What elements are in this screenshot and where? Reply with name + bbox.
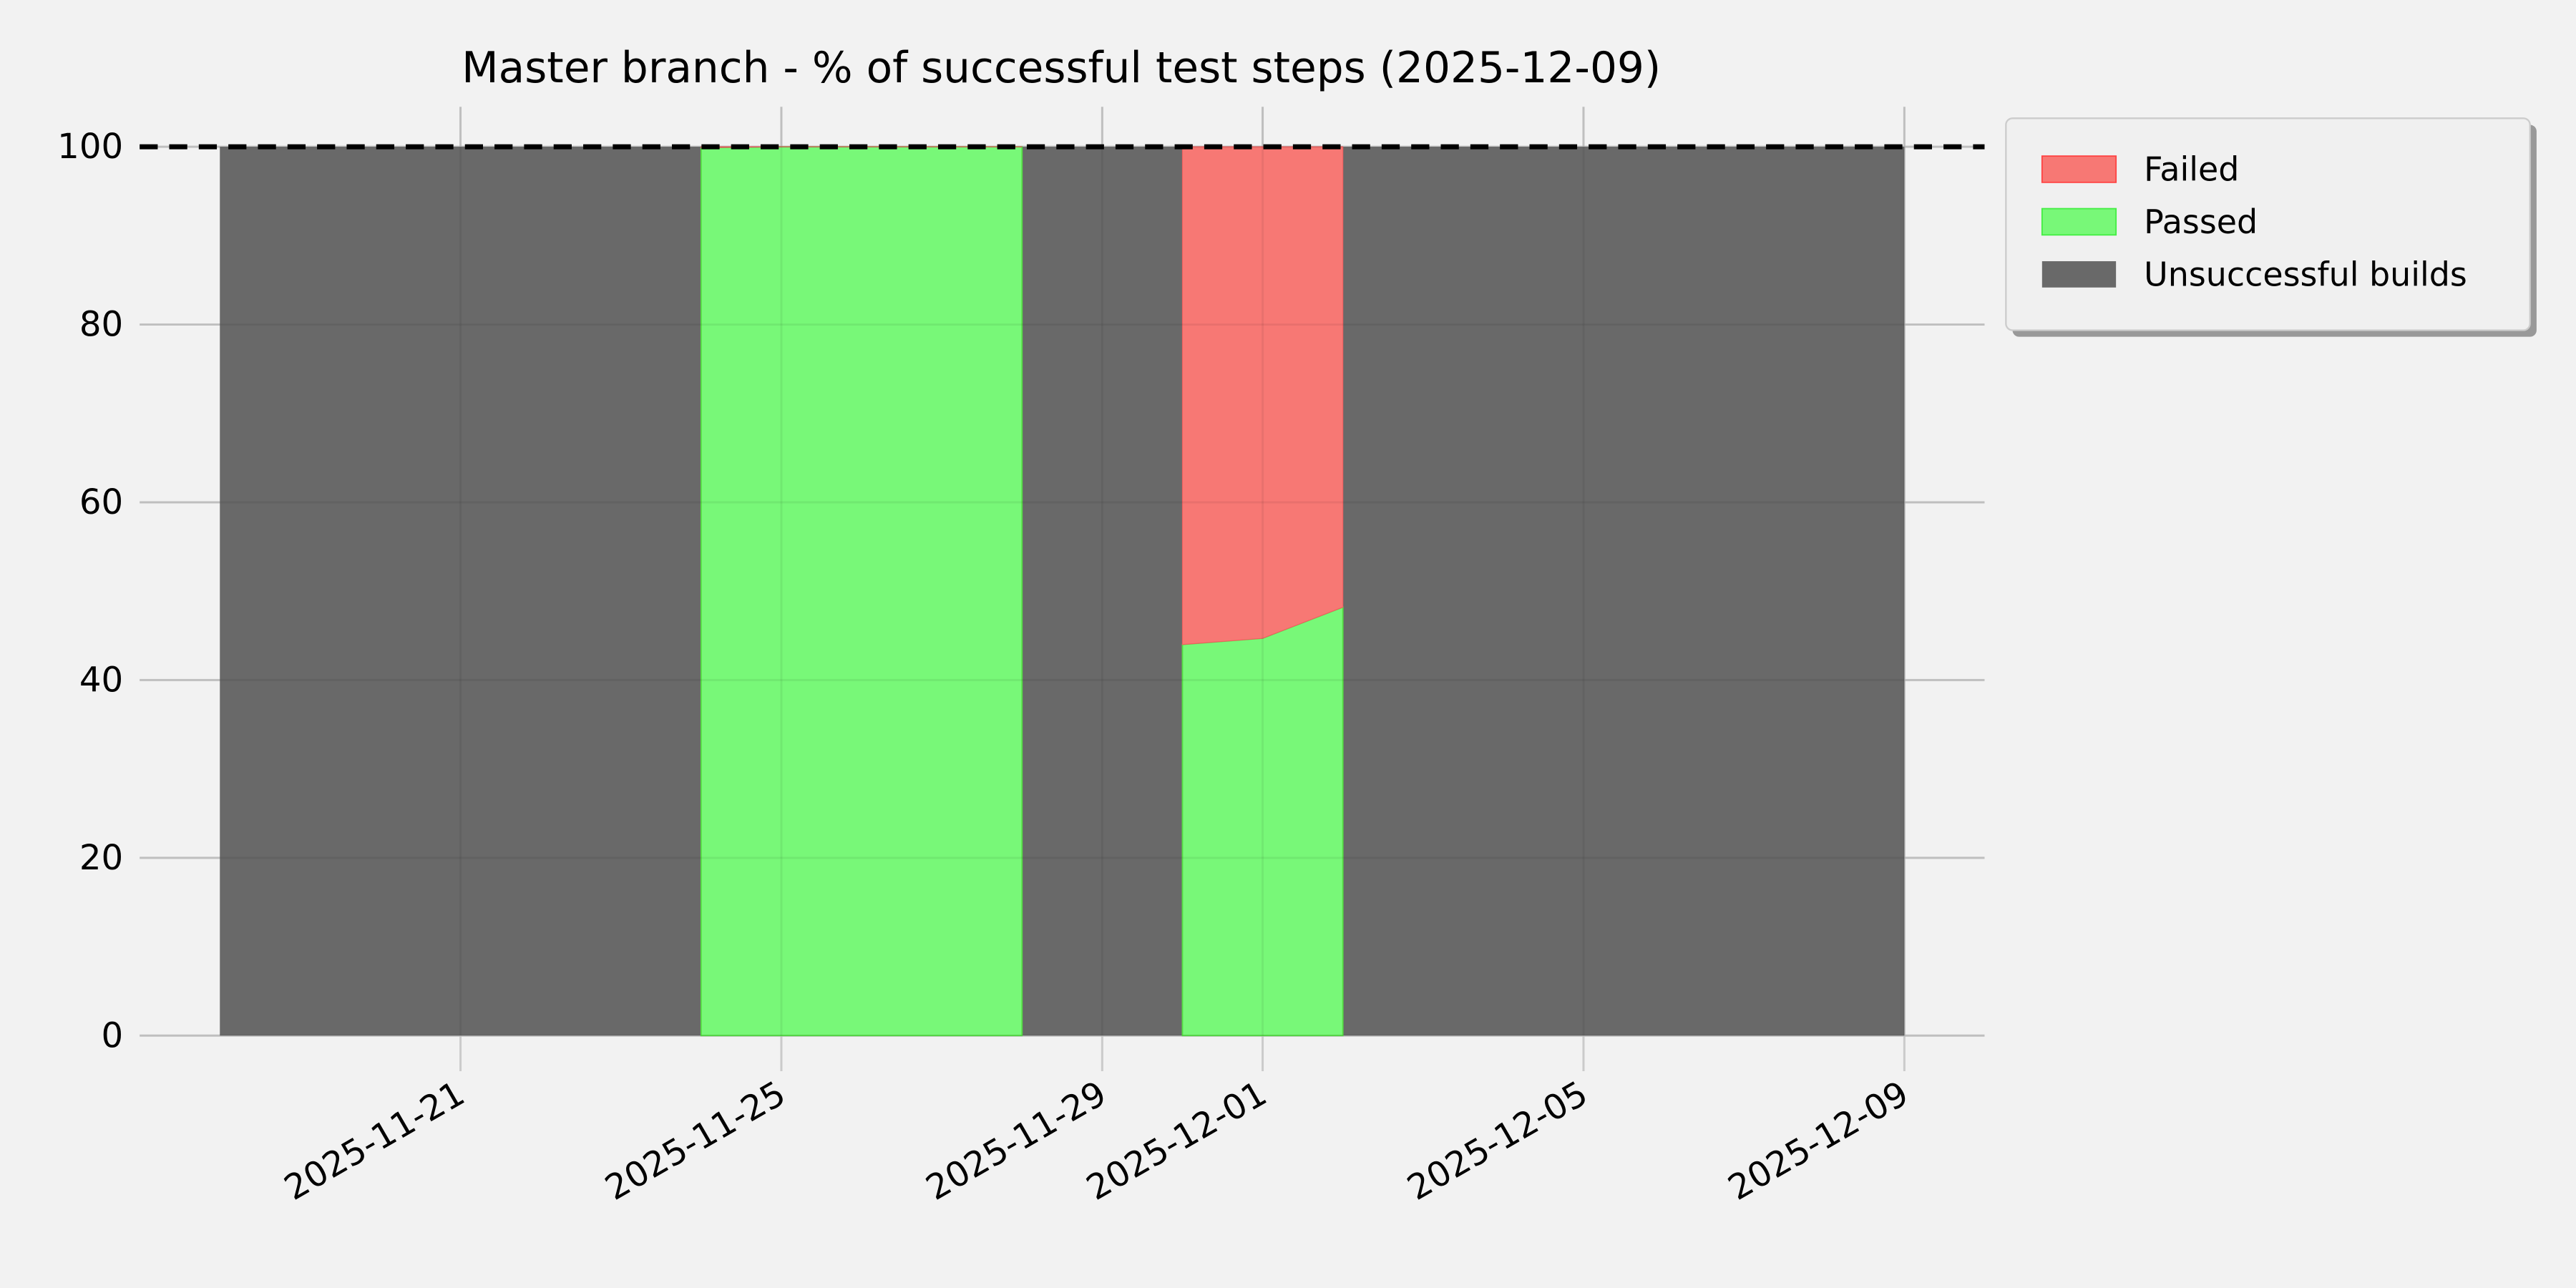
legend-label-failed: Failed bbox=[2144, 150, 2239, 189]
legend-swatch-failed bbox=[2041, 155, 2117, 183]
area-failed bbox=[1181, 146, 1344, 645]
legend-box bbox=[2005, 117, 2531, 331]
y-tick-labels: 0 20 40 60 80 100 bbox=[57, 127, 123, 1055]
y-tick-label: 0 bbox=[102, 1015, 124, 1055]
chart-title: Master branch - % of successful test ste… bbox=[462, 44, 1661, 93]
y-tick-label: 80 bbox=[79, 305, 123, 345]
legend-swatch-unsuccessful-builds bbox=[2041, 261, 2117, 288]
area-passed bbox=[700, 146, 1023, 1037]
area-unsuccessful-builds bbox=[220, 147, 1905, 1036]
y-tick-label: 60 bbox=[79, 482, 123, 522]
legend-label-passed: Passed bbox=[2144, 203, 2258, 241]
plot-areas bbox=[220, 146, 1905, 1037]
y-tick-label: 40 bbox=[79, 660, 123, 700]
y-tick-label: 100 bbox=[57, 127, 123, 167]
grid-overlay bbox=[140, 107, 1985, 1037]
legend: Failed Passed Unsuccessful builds bbox=[2005, 117, 2537, 337]
y-tick-label: 20 bbox=[79, 838, 123, 878]
legend-label-unsuccessful-builds: Unsuccessful builds bbox=[2144, 255, 2467, 293]
legend-swatch-passed bbox=[2041, 208, 2117, 236]
